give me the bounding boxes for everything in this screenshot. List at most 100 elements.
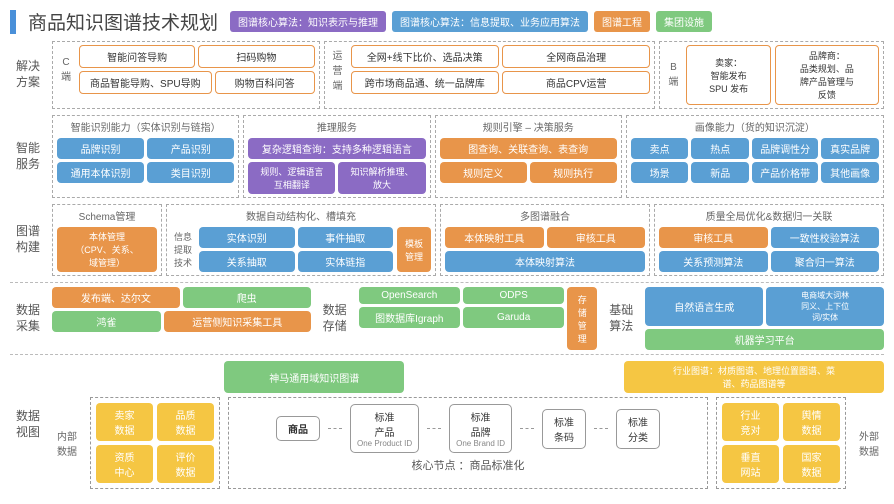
item: 资质 中心 [96, 445, 153, 483]
item: 商品智能导购、SPU导购 [79, 71, 212, 94]
legend-item: 图谱工程 [594, 11, 650, 32]
item: 事件抽取 [298, 227, 394, 248]
item: 国家 数据 [783, 445, 840, 483]
item: 审核工具 [659, 227, 768, 248]
title-accent [10, 10, 16, 34]
item: 规则、逻辑语言 互相翻译 [248, 162, 335, 194]
item: 规则执行 [530, 162, 617, 183]
item: 其他画像 [821, 162, 879, 183]
item: 本体映射算法 [445, 251, 645, 272]
item: 电商域大词林 同义、上下位 词/实体 [766, 287, 884, 326]
item: 通用本体识别 [57, 162, 144, 183]
item: 场景 [631, 162, 689, 183]
group-title: 数据自动结构化、槽填充 [171, 208, 431, 223]
item: 模板 管理 [397, 227, 431, 272]
item: 存储 管理 [567, 287, 597, 350]
group-title: 画像能力（货的知识沉淀） [631, 119, 879, 134]
group-side: C 端 [57, 45, 75, 94]
section-view: 数据 视图 神马通用域知识图谱 行业图谱：材质图谱、地理位置图谱、菜 谱、药品图… [10, 361, 884, 489]
item: 本体映射工具 [445, 227, 544, 248]
item: 卖家： 智能发布 SPU 发布 [686, 45, 770, 105]
item: 爬虫 [183, 287, 311, 308]
title-row: 商品知识图谱技术规划 图谱核心算法：知识表示与推理 图谱核心算法：信息提取、业务… [10, 8, 884, 35]
node: 标准 产品One Product ID [350, 404, 419, 453]
item: OpenSearch [359, 287, 460, 304]
node-row: 商品 标准 产品One Product ID 标准 品牌One Brand ID… [276, 404, 660, 453]
item: 真实品牌 [821, 138, 879, 159]
section-label: 解决 方案 [10, 41, 46, 109]
item: 机器学习平台 [645, 329, 884, 350]
section-solutions: 解决 方案 C 端 智能问答导购扫码购物 商品智能导购、SPU导购购物百科问答 … [10, 41, 884, 109]
side-label: 内部 数据 [52, 397, 82, 489]
item: 复杂逻辑查询：支持多种逻辑语言 [248, 138, 425, 159]
section-label: 数据 存储 [317, 287, 353, 350]
item: ODPS [463, 287, 564, 304]
group-title: 质量全局优化&数据归一关联 [659, 208, 879, 223]
item: 卖家 数据 [96, 403, 153, 441]
legend-item: 集团设施 [656, 11, 712, 32]
section-label: 数据 视图 [10, 361, 46, 489]
group-side: 运 营 端 [329, 45, 347, 94]
section-label: 基础 算法 [603, 287, 639, 350]
item: 发布端、达尔文 [52, 287, 180, 308]
item: 关系抽取 [199, 251, 295, 272]
item: 全网+线下比价、选品决策 [351, 45, 499, 68]
center-title: 核心节点 ：商品标准化 [411, 457, 524, 473]
item: 扫码购物 [198, 45, 314, 68]
item: 规则定义 [440, 162, 527, 183]
item: 品牌商： 品类规划、品 牌产品管理与 反馈 [775, 45, 879, 105]
item: 运营侧知识采集工具 [164, 311, 311, 332]
item: 垂直 网站 [722, 445, 779, 483]
item: 卖点 [631, 138, 689, 159]
item: 本体管理 （CPV、关系、 域管理） [57, 227, 157, 272]
item: 新品 [691, 162, 749, 183]
item: 品牌识别 [57, 138, 144, 159]
item: Garuda [463, 307, 564, 328]
item: 产品识别 [147, 138, 234, 159]
item: 跨市场商品通、统一品牌库 [351, 71, 499, 94]
group-title: 多图谱融合 [445, 208, 645, 223]
section-collect: 数据 采集 发布端、达尔文爬虫 鸿雀运营侧知识采集工具 数据 存储 OpenSe… [10, 282, 884, 355]
group-title: 智能识别能力（实体识别与链指） [57, 119, 234, 134]
item: 评价 数据 [157, 445, 214, 483]
item: 全网商品治理 [502, 45, 650, 68]
group-side: B 端 [664, 45, 682, 105]
legend-item: 图谱核心算法：知识表示与推理 [230, 11, 386, 32]
side-label: 外部 数据 [854, 397, 884, 489]
item: 舆情 数据 [783, 403, 840, 441]
node: 标准 分类 [616, 409, 660, 449]
item: 实体链指 [298, 251, 394, 272]
item: 产品价格带 [752, 162, 818, 183]
section-label: 数据 采集 [10, 287, 46, 350]
node: 标准 品牌One Brand ID [449, 404, 512, 453]
item: 鸿雀 [52, 311, 161, 332]
section-build: 图谱 构建 Schema管理 本体管理 （CPV、关系、 域管理） 数据自动结构… [10, 204, 884, 276]
legend-item: 图谱核心算法：信息提取、业务应用算法 [392, 11, 588, 32]
item: 品质 数据 [157, 403, 214, 441]
section-label: 图谱 构建 [10, 204, 46, 276]
legend: 图谱核心算法：知识表示与推理 图谱核心算法：信息提取、业务应用算法 图谱工程 集… [230, 11, 712, 32]
item: 知识解析推理、 放大 [338, 162, 425, 194]
section-services: 智能 服务 智能识别能力（实体识别与链指） 品牌识别产品识别 通用本体识别类目识… [10, 115, 884, 198]
section-label: 智能 服务 [10, 115, 46, 198]
side-label: 信息 提取 技术 [171, 227, 195, 272]
node: 商品 [276, 416, 320, 441]
page-title: 商品知识图谱技术规划 [28, 8, 218, 35]
item: 图数据库Igraph [359, 307, 460, 328]
item: 行业 竞对 [722, 403, 779, 441]
group-title: 推理服务 [248, 119, 425, 134]
item: 类目识别 [147, 162, 234, 183]
banner: 行业图谱：材质图谱、地理位置图谱、菜 谱、药品图谱等 [624, 361, 884, 393]
item: 图查询、关联查询、表查询 [440, 138, 617, 159]
item: 智能问答导购 [79, 45, 195, 68]
group-title: Schema管理 [57, 208, 157, 223]
item: 自然语言生成 [645, 287, 763, 326]
item: 购物百科问答 [215, 71, 315, 94]
item: 一致性校验算法 [771, 227, 880, 248]
item: 实体识别 [199, 227, 295, 248]
item: 热点 [691, 138, 749, 159]
item: 关系预测算法 [659, 251, 768, 272]
item: 聚合归一算法 [771, 251, 880, 272]
item: 品牌调性分 [752, 138, 818, 159]
item: 神马通用域知识图谱 [224, 361, 404, 393]
